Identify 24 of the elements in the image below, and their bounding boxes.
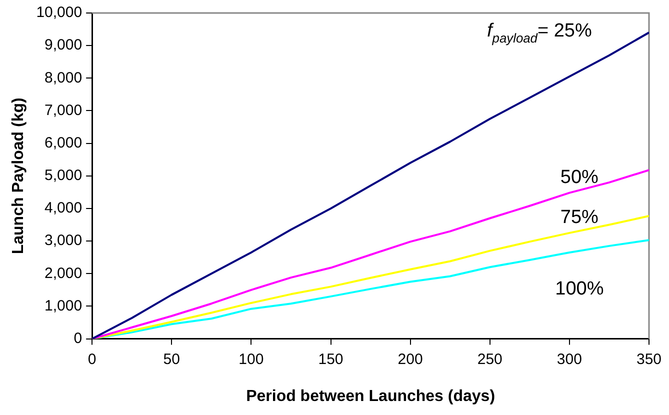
x-tick-label: 350 xyxy=(636,350,662,368)
y-tick-label: 2,000 xyxy=(44,264,82,282)
x-tick-label: 100 xyxy=(238,350,264,368)
y-axis-title: Launch Payload (kg) xyxy=(10,98,28,254)
series-label: 100% xyxy=(555,278,604,300)
y-tick-label: 6,000 xyxy=(44,134,82,152)
x-axis-title: Period between Launches (days) xyxy=(246,388,496,405)
y-tick-label: 9,000 xyxy=(44,36,82,54)
y-tick-label: 4,000 xyxy=(44,200,82,217)
y-tick-label: 5,000 xyxy=(44,167,82,184)
x-tick-label: 300 xyxy=(556,350,582,368)
y-tick-label: 3,000 xyxy=(44,232,82,250)
y-tick-label: 1,000 xyxy=(44,297,82,314)
series-label: 75% xyxy=(560,206,599,228)
x-tick-label: 200 xyxy=(398,350,423,368)
y-tick-label: 0 xyxy=(74,330,82,347)
y-tick-label: 8,000 xyxy=(44,69,82,86)
x-tick-label: 250 xyxy=(477,350,502,368)
y-tick-label: 7,000 xyxy=(44,102,82,119)
x-tick-label: 50 xyxy=(163,350,180,368)
series-label: 50% xyxy=(560,166,599,188)
x-tick-label: 150 xyxy=(318,350,344,368)
y-tick-label: 10,000 xyxy=(36,4,82,22)
x-tick-label: 0 xyxy=(88,350,96,368)
